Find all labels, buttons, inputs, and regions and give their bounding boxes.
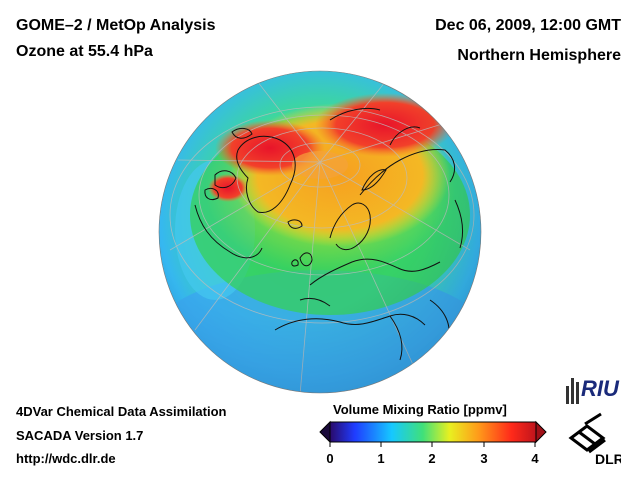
dlr-logo-text: DLR	[595, 451, 621, 467]
colorbar-title: Volume Mixing Ratio [ppmv]	[333, 402, 507, 417]
riu-logo-text: RIU	[581, 376, 620, 401]
colorbar-min-arrow	[319, 420, 331, 444]
map-subtitle: Ozone at 55.4 hPa	[16, 43, 153, 60]
colorbar-gradient	[329, 421, 537, 443]
riu-logo: RIU	[566, 376, 620, 404]
dlr-logo: DLR	[568, 412, 621, 467]
footer-version: SACADA Version 1.7	[16, 428, 144, 443]
colorbar-tick-0: 0	[326, 451, 334, 466]
map-region: Northern Hemisphere	[457, 47, 621, 64]
colorbar-max-arrow	[535, 420, 547, 444]
colorbar	[319, 420, 547, 447]
colorbar-tick-3: 3	[480, 451, 488, 466]
colorbar-tick-4: 4	[531, 451, 539, 466]
map-datetime: Dec 06, 2009, 12:00 GMT	[435, 17, 621, 34]
map-title: GOME–2 / MetOp Analysis	[16, 17, 216, 34]
footer-method: 4DVar Chemical Data Assimilation	[16, 404, 227, 419]
ozone-globe-map	[158, 70, 482, 394]
footer-url[interactable]: http://wdc.dlr.de	[16, 451, 116, 466]
colorbar-tick-2: 2	[428, 451, 436, 466]
colorbar-tick-1: 1	[377, 451, 385, 466]
colorbar-ticks	[329, 442, 536, 447]
